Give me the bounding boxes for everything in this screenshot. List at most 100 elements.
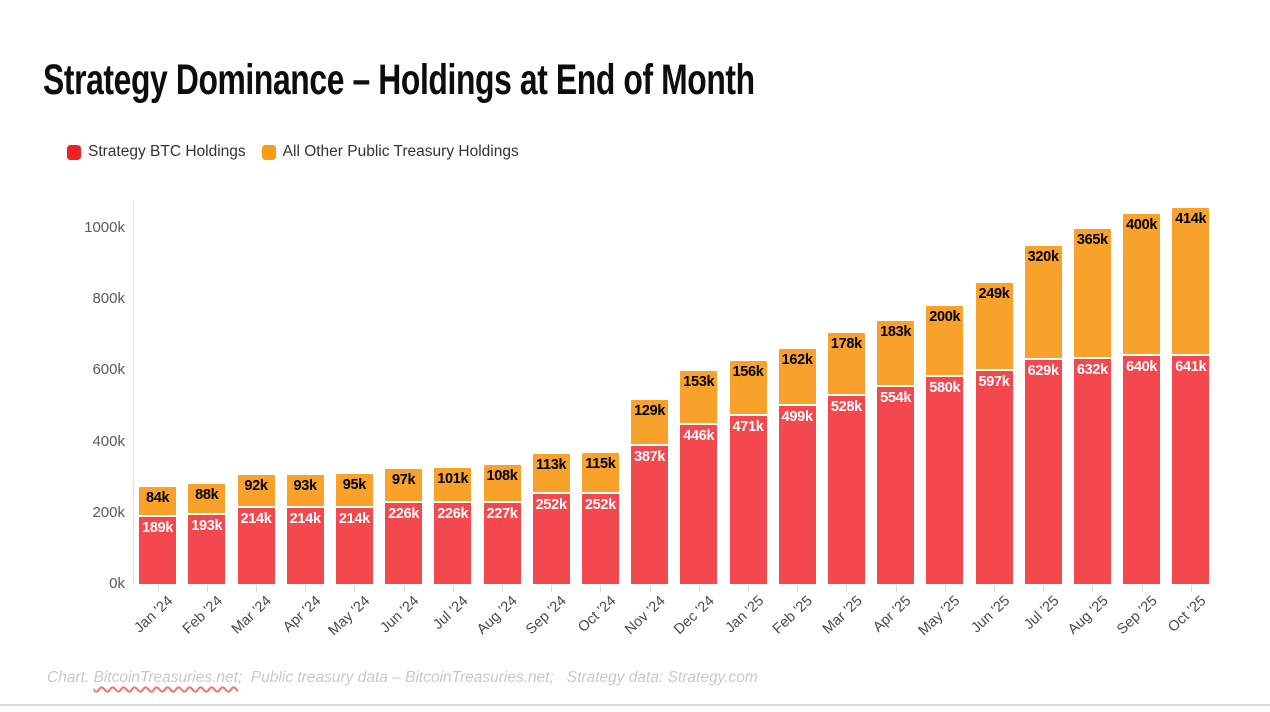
x-axis-label: Feb '24 xyxy=(179,593,226,638)
others-bar-segment: 93k xyxy=(286,474,324,508)
x-axis-tick xyxy=(994,585,995,592)
legend-item-strategy: Strategy BTC Holdings xyxy=(67,143,246,161)
strategy-bar-segment: 629k xyxy=(1024,359,1062,584)
others-value-label: 156k xyxy=(732,363,764,380)
others-value-label: 93k xyxy=(293,477,318,494)
strategy-bar-segment: 214k xyxy=(286,507,324,584)
strategy-value-label: 252k xyxy=(535,497,567,514)
bar-column: 200k 580k xyxy=(926,306,964,584)
others-bar-segment: 113k xyxy=(532,453,570,495)
bar-column: 183k 554k xyxy=(877,321,915,584)
y-axis-label: 600k xyxy=(92,361,125,379)
others-bar-segment: 178k xyxy=(827,332,865,396)
x-axis-label: Nov '24 xyxy=(621,593,669,638)
x-axis-tick xyxy=(600,585,602,592)
strategy-bar-segment: 226k xyxy=(385,503,423,584)
strategy-value-label: 226k xyxy=(437,506,469,523)
x-axis-tick xyxy=(551,585,553,592)
others-bar-segment: 365k xyxy=(1073,228,1111,359)
legend-label-others: All Other Public Treasury Holdings xyxy=(282,143,519,160)
others-value-label: 88k xyxy=(195,486,219,503)
strategy-value-label: 528k xyxy=(830,398,862,415)
strategy-bar-segment: 189k xyxy=(139,516,177,584)
strategy-value-label: 252k xyxy=(584,497,616,514)
legend-label-strategy: Strategy BTC Holdings xyxy=(88,143,246,160)
strategy-value-label: 499k xyxy=(781,409,813,426)
strategy-bar-segment: 528k xyxy=(827,395,865,584)
others-bar-segment: 108k xyxy=(483,464,521,504)
bar-column: 365k 632k xyxy=(1073,228,1111,584)
x-axis-tick xyxy=(895,585,897,592)
bottom-divider xyxy=(0,704,1270,706)
others-bar-segment: 200k xyxy=(926,306,964,378)
others-value-label: 414k xyxy=(1175,211,1207,228)
others-bar-segment: 249k xyxy=(975,282,1013,372)
legend-swatch-orange-icon xyxy=(261,144,276,160)
strategy-value-label: 227k xyxy=(486,506,518,523)
others-value-label: 129k xyxy=(634,403,666,420)
bar-column: 414k 641k xyxy=(1172,208,1210,584)
x-axis-label: Oct '25 xyxy=(1165,593,1210,636)
x-axis-tick xyxy=(206,585,208,592)
bar-column: 95k 214k xyxy=(335,473,373,584)
bar-column: 320k 629k xyxy=(1024,245,1062,584)
others-value-label: 84k xyxy=(145,489,170,506)
strategy-bar-segment: 471k xyxy=(729,416,767,584)
others-bar-segment: 414k xyxy=(1172,208,1210,356)
chart-title: Strategy Dominance – Holdings at End of … xyxy=(43,56,755,104)
others-value-label: 162k xyxy=(781,351,813,368)
bar-column: 129k 387k xyxy=(631,400,669,584)
y-axis-label: 200k xyxy=(92,503,125,521)
x-axis-label: May '24 xyxy=(325,593,374,640)
x-axis-label: Jul '25 xyxy=(1020,593,1063,633)
strategy-value-label: 446k xyxy=(683,428,715,445)
bar-column: 178k 528k xyxy=(827,332,865,584)
bar-column: 400k 640k xyxy=(1123,213,1161,584)
bar-column: 97k 226k xyxy=(385,468,423,584)
strategy-value-label: 632k xyxy=(1076,361,1108,378)
strategy-bar-segment: 227k xyxy=(483,503,521,584)
strategy-bar-segment: 580k xyxy=(926,377,964,584)
others-value-label: 153k xyxy=(683,373,715,390)
strategy-value-label: 387k xyxy=(634,449,666,466)
x-axis-label: Aug '25 xyxy=(1064,593,1112,638)
others-bar-segment: 129k xyxy=(631,400,669,447)
legend: Strategy BTC Holdings All Other Public T… xyxy=(67,143,519,161)
others-bar-segment: 115k xyxy=(581,453,619,495)
footer-note: Chart. BitcoinTreasuries.net; Public tre… xyxy=(47,669,758,687)
y-axis-label: 400k xyxy=(92,432,125,450)
others-value-label: 400k xyxy=(1126,216,1158,233)
others-bar-segment: 97k xyxy=(385,468,423,504)
strategy-bar-segment: 214k xyxy=(335,507,373,584)
footer-text-1: Chart. xyxy=(47,669,94,686)
strategy-bar-segment: 387k xyxy=(631,446,669,584)
x-axis-tick xyxy=(649,585,651,592)
x-axis-tick xyxy=(1092,585,1094,592)
others-value-label: 249k xyxy=(978,285,1010,302)
others-value-label: 200k xyxy=(929,309,961,326)
others-bar-segment: 153k xyxy=(680,370,718,426)
others-value-label: 183k xyxy=(880,324,912,341)
bar-column: 113k 252k xyxy=(532,453,570,584)
x-axis-label: Apr '24 xyxy=(279,593,325,636)
bar-column: 162k 499k xyxy=(778,348,816,584)
x-axis-tick xyxy=(354,585,356,592)
others-bar-segment: 84k xyxy=(139,486,177,517)
strategy-bar-segment: 193k xyxy=(188,515,226,584)
strategy-value-label: 629k xyxy=(1027,362,1059,379)
x-axis-tick xyxy=(502,585,503,592)
others-value-label: 115k xyxy=(585,456,616,473)
strategy-bar-segment: 632k xyxy=(1073,358,1111,584)
strategy-value-label: 580k xyxy=(929,380,961,397)
strategy-bar-segment: 252k xyxy=(532,494,570,584)
bar-column: 101k 226k xyxy=(434,467,472,584)
bar-column: 84k 189k xyxy=(139,486,177,584)
x-axis-label: Dec '24 xyxy=(671,593,718,638)
strategy-bar-segment: 214k xyxy=(237,507,275,584)
x-axis-tick xyxy=(157,585,159,592)
others-bar-segment: 400k xyxy=(1123,213,1161,357)
x-axis-tick xyxy=(698,585,700,592)
strategy-bar-segment: 641k xyxy=(1172,355,1210,584)
